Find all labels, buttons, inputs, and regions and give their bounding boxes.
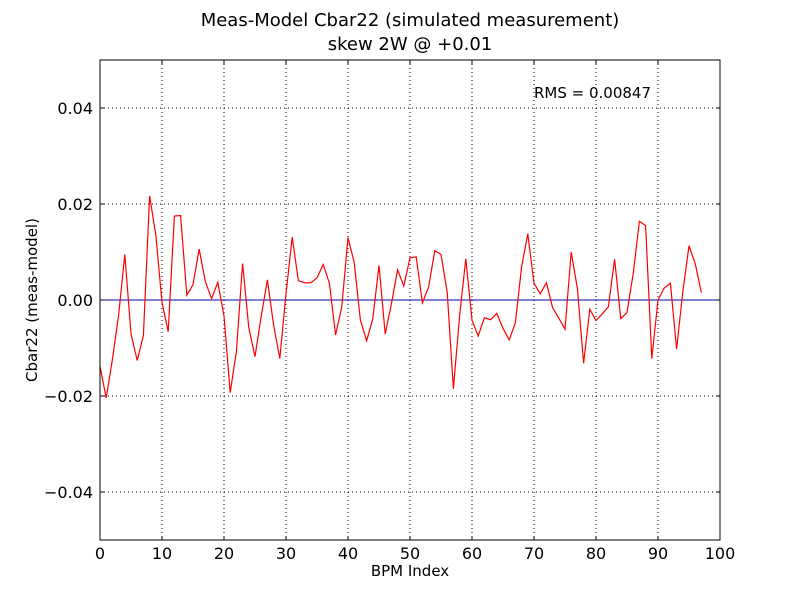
x-tick-label: 100 [705, 544, 736, 563]
chart-title: Meas-Model Cbar22 (simulated measurement… [201, 10, 620, 31]
y-tick-label: 0.02 [57, 195, 93, 214]
series-layer [99, 195, 702, 399]
y-tick-label: −0.04 [44, 483, 93, 502]
x-tick-label: 40 [338, 544, 358, 563]
y-tick-label: −0.02 [44, 387, 93, 406]
x-tick-label: 30 [276, 544, 296, 563]
y-tick-label: 0.00 [57, 291, 93, 310]
y-tick-label: 0.04 [57, 99, 93, 118]
plot-frame [99, 59, 721, 541]
x-tick-label: 50 [400, 544, 420, 563]
x-tick-label: 0 [95, 544, 105, 563]
x-tick-label: 90 [648, 544, 668, 563]
x-tick-label: 20 [214, 544, 234, 563]
ticks-layer: 0 10 20 30 40 50 60 70 80 90 100 −0.04 −0.02 0.00 0.02… [44, 60, 735, 563]
x-tick-label: 70 [524, 544, 544, 563]
x-axis-label: BPM Index [371, 562, 449, 580]
rms-annotation: RMS = 0.00847 [534, 84, 651, 102]
chart-subtitle: skew 2W @ +0.01 [328, 34, 493, 55]
x-tick-label: 60 [462, 544, 482, 563]
series-line [99, 195, 702, 399]
x-tick-label: 10 [152, 544, 172, 563]
y-axis-label: Cbar22 (meas-model) [23, 218, 41, 382]
x-tick-label: 80 [586, 544, 606, 563]
